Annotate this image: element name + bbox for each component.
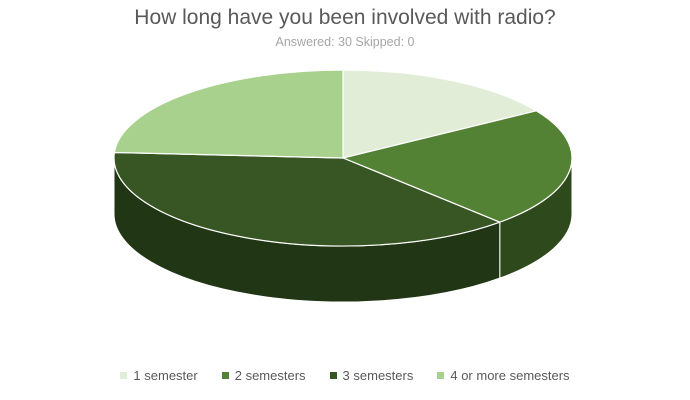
pie-slices <box>113 69 573 247</box>
legend-swatch <box>221 372 229 379</box>
chart-legend: 1 semester 2 semesters 3 semesters 4 or … <box>0 368 690 383</box>
legend-swatch <box>120 372 128 379</box>
legend-item-4-or-more-semesters: 4 or more semesters <box>437 368 570 383</box>
legend-label: 1 semester <box>133 368 198 383</box>
slice-4-or-more-semesters <box>113 69 344 159</box>
chart-title: How long have you been involved with rad… <box>134 6 556 29</box>
legend-swatch <box>329 372 337 379</box>
legend-label: 3 semesters <box>342 368 414 383</box>
legend-swatch <box>437 372 445 379</box>
legend-label: 2 semesters <box>234 368 306 383</box>
slice-1-semester <box>342 69 537 159</box>
legend-item-1-semester: 1 semester <box>120 368 198 383</box>
slice-3-semesters <box>113 151 501 247</box>
legend-item-2-semesters: 2 semesters <box>221 368 306 383</box>
slice-2-semesters <box>342 110 573 223</box>
chart-subtitle: Answered: 30 Skipped: 0 <box>275 35 415 49</box>
legend-label: 4 or more semesters <box>450 368 570 383</box>
legend-item-3-semesters: 3 semesters <box>329 368 414 383</box>
